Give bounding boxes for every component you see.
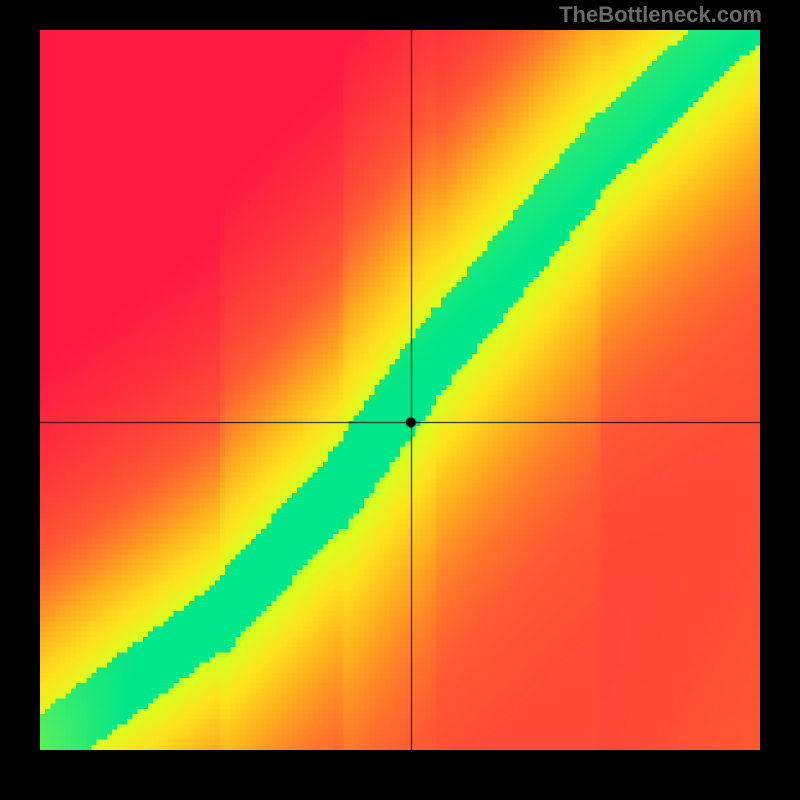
chart-container: TheBottleneck.com <box>0 0 800 800</box>
watermark-text: TheBottleneck.com <box>559 2 762 28</box>
crosshair-overlay <box>40 30 760 750</box>
